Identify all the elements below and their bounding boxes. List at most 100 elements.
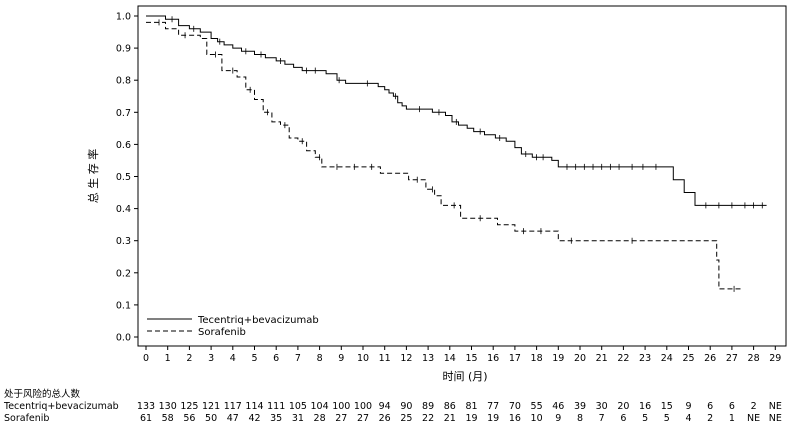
x-tick-label: 27 bbox=[726, 353, 738, 364]
x-tick-label: 13 bbox=[422, 353, 434, 364]
x-tick-label: 24 bbox=[661, 353, 673, 364]
risk-value-row-2: 9 bbox=[555, 413, 561, 424]
risk-value-row-2: 22 bbox=[422, 413, 434, 424]
risk-value-row-1: 2 bbox=[751, 401, 757, 412]
risk-value-row-1: 100 bbox=[354, 401, 372, 412]
y-tick-label: 0.1 bbox=[116, 300, 131, 311]
risk-value-row-1: 130 bbox=[159, 401, 177, 412]
risk-value-row-2: NE bbox=[747, 413, 760, 424]
x-tick-label: 4 bbox=[230, 353, 236, 364]
legend-label-series-1: Tecentriq+bevacizumab bbox=[197, 315, 319, 326]
y-tick-label: 0.5 bbox=[116, 172, 131, 183]
x-tick-label: 19 bbox=[552, 353, 564, 364]
plot-area bbox=[137, 5, 787, 347]
risk-value-row-2: 21 bbox=[444, 413, 456, 424]
risk-value-row-1: 15 bbox=[661, 401, 673, 412]
x-tick-label: 25 bbox=[682, 353, 694, 364]
risk-value-row-2: 35 bbox=[270, 413, 282, 424]
legend: Tecentriq+bevacizumab Sorafenib bbox=[147, 315, 319, 338]
x-tick-label: 3 bbox=[208, 353, 214, 364]
y-tick-label: 0.2 bbox=[116, 268, 131, 279]
x-axis-title: 时间 (月) bbox=[442, 370, 487, 383]
risk-value-row-1: 133 bbox=[137, 401, 155, 412]
risk-value-row-1: 6 bbox=[707, 401, 713, 412]
risk-value-row-2: 6 bbox=[620, 413, 626, 424]
risk-value-row-2: 56 bbox=[183, 413, 195, 424]
risk-value-row-1: 6 bbox=[729, 401, 735, 412]
risk-value-row-2: 50 bbox=[205, 413, 217, 424]
y-tick-label: 0.3 bbox=[116, 236, 131, 247]
x-tick-label: 16 bbox=[487, 353, 499, 364]
risk-value-row-2: 58 bbox=[162, 413, 174, 424]
x-tick-label: 23 bbox=[639, 353, 651, 364]
risk-value-row-2: 42 bbox=[248, 413, 260, 424]
risk-value-row-2: 27 bbox=[357, 413, 369, 424]
risk-value-row-2: 5 bbox=[664, 413, 670, 424]
risk-value-row-2: 26 bbox=[379, 413, 391, 424]
risk-value-row-2: 4 bbox=[685, 413, 691, 424]
risk-value-row-2: NE bbox=[769, 413, 782, 424]
x-axis: 0 1 2 3 4 5 6 7 8 9 10 11 12 13 14 15 16 17 18 19 20 21 22 23 24… bbox=[143, 346, 781, 364]
risk-value-row-1: 90 bbox=[400, 401, 412, 412]
legend-label-series-2: Sorafenib bbox=[198, 327, 246, 338]
risk-value-row-2: 47 bbox=[227, 413, 239, 424]
risk-value-row-1: 46 bbox=[552, 401, 564, 412]
y-tick-label: 1.0 bbox=[116, 12, 131, 23]
risk-value-row-1: 30 bbox=[596, 401, 608, 412]
risk-value-row-1: 121 bbox=[202, 401, 220, 412]
series-line-1 bbox=[146, 15, 767, 206]
risk-value-row-2: 28 bbox=[314, 413, 326, 424]
x-tick-label: 18 bbox=[531, 353, 543, 364]
risk-value-row-1: 70 bbox=[509, 401, 521, 412]
y-tick-label: 0.0 bbox=[116, 333, 131, 344]
risk-value-row-1: 111 bbox=[267, 401, 285, 412]
risk-value-row-1: 81 bbox=[465, 401, 477, 412]
risk-value-row-2: 16 bbox=[509, 413, 521, 424]
risk-value-row-1: 105 bbox=[289, 401, 307, 412]
risk-value-row-2: 25 bbox=[400, 413, 412, 424]
risk-value-row-1: 100 bbox=[332, 401, 350, 412]
risk-value-row-2: 5 bbox=[642, 413, 648, 424]
risk-value-row-1: 94 bbox=[379, 401, 391, 412]
risk-value-row-1: 114 bbox=[245, 401, 263, 412]
x-tick-label: 22 bbox=[617, 353, 629, 364]
risk-value-row-1: 9 bbox=[685, 401, 691, 412]
x-tick-label: 12 bbox=[400, 353, 412, 364]
risk-value-row-1: 89 bbox=[422, 401, 434, 412]
survival-curves bbox=[146, 15, 767, 292]
x-tick-label: 15 bbox=[465, 353, 477, 364]
x-tick-label: 9 bbox=[338, 353, 344, 364]
x-tick-label: 0 bbox=[143, 353, 149, 364]
y-tick-label: 0.8 bbox=[116, 76, 131, 87]
risk-value-row-1: NE bbox=[769, 401, 782, 412]
x-tick-label: 21 bbox=[596, 353, 608, 364]
risk-value-row-2: 7 bbox=[599, 413, 605, 424]
x-tick-label: 11 bbox=[379, 353, 391, 364]
x-tick-label: 5 bbox=[251, 353, 257, 364]
risk-value-row-1: 77 bbox=[487, 401, 499, 412]
x-tick-label: 17 bbox=[509, 353, 521, 364]
risk-value-row-2: 19 bbox=[487, 413, 499, 424]
risk-value-row-2: 1 bbox=[729, 413, 735, 424]
y-axis-title: 总 生 存 率 bbox=[86, 149, 100, 204]
risk-value-row-2: 27 bbox=[335, 413, 347, 424]
number-at-risk-table: 处于风险的总人数 Tecentriq+bevacizumab Sorafenib… bbox=[3, 388, 782, 424]
risk-value-row-1: 16 bbox=[639, 401, 651, 412]
risk-value-row-2: 2 bbox=[707, 413, 713, 424]
x-tick-label: 7 bbox=[295, 353, 301, 364]
y-tick-label: 0.4 bbox=[116, 204, 131, 215]
x-tick-label: 28 bbox=[748, 353, 760, 364]
x-tick-label: 2 bbox=[186, 353, 192, 364]
risk-value-row-1: 104 bbox=[311, 401, 329, 412]
risk-value-row-1: 125 bbox=[180, 401, 198, 412]
risk-value-row-1: 86 bbox=[444, 401, 456, 412]
x-tick-label: 1 bbox=[165, 353, 171, 364]
risk-row-name-2: Sorafenib bbox=[4, 413, 49, 424]
risk-value-row-1: 39 bbox=[574, 401, 586, 412]
risk-row-name-1: Tecentriq+bevacizumab bbox=[3, 401, 119, 412]
risk-value-row-1: 55 bbox=[531, 401, 543, 412]
x-tick-label: 20 bbox=[574, 353, 586, 364]
y-tick-label: 0.6 bbox=[116, 140, 131, 151]
risk-value-row-2: 31 bbox=[292, 413, 304, 424]
